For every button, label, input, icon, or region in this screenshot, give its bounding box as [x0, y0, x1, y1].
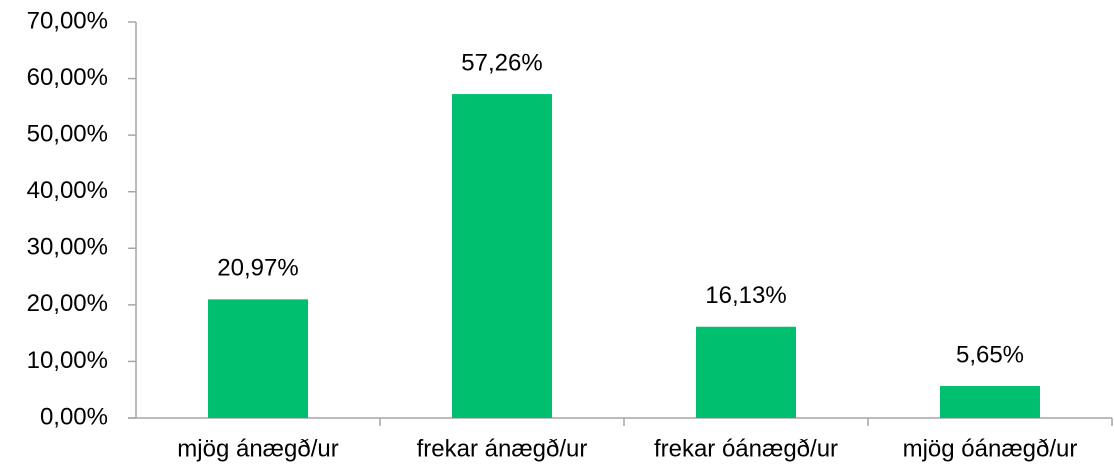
y-tick-label: 60,00% [27, 64, 108, 91]
value-label: 57,26% [461, 49, 542, 76]
value-label: 16,13% [705, 282, 786, 309]
y-tick-label: 40,00% [27, 177, 108, 204]
y-tick-label: 0,00% [40, 403, 108, 430]
y-tick-label: 20,00% [27, 290, 108, 317]
bar [208, 299, 308, 418]
y-tick-label: 10,00% [27, 347, 108, 374]
x-tick-label: mjög óánægð/ur [903, 435, 1078, 462]
bar [452, 94, 552, 419]
bar [696, 326, 796, 418]
bar [940, 386, 1040, 418]
x-tick-label: frekar ánægð/ur [417, 435, 588, 462]
y-tick-label: 30,00% [27, 234, 108, 261]
y-tick-label: 50,00% [27, 120, 108, 147]
x-tick-label: mjög ánægð/ur [177, 435, 338, 462]
value-label: 5,65% [956, 341, 1024, 368]
y-tick-label: 70,00% [27, 7, 108, 34]
value-label: 20,97% [217, 255, 298, 282]
x-tick-label: frekar óánægð/ur [654, 435, 838, 462]
